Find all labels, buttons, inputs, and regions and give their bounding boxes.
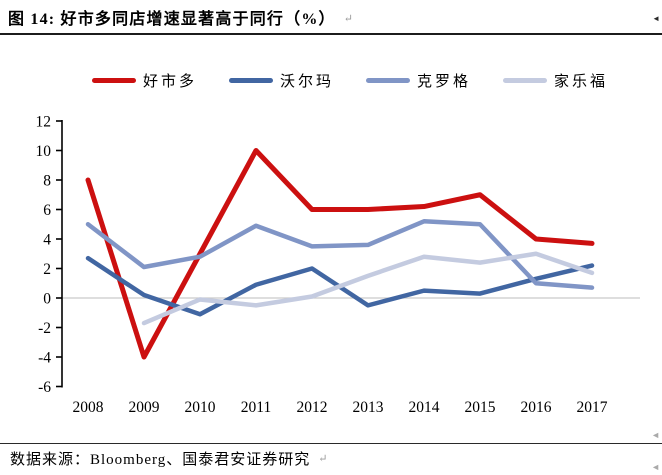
x-tick-label: 2010 bbox=[185, 399, 216, 416]
chart-legend: 好市多 沃尔玛 克罗格 家乐福 bbox=[92, 70, 608, 91]
x-tick-label: 2009 bbox=[129, 399, 160, 416]
y-tick-label: 8 bbox=[43, 173, 51, 190]
x-tick-label: 2014 bbox=[409, 399, 440, 416]
legend-label-carrefour: 家乐福 bbox=[554, 74, 609, 90]
y-tick-label: 4 bbox=[43, 232, 51, 249]
legend-swatch-carrefour bbox=[503, 78, 548, 83]
series-line-carrefour bbox=[141, 251, 595, 326]
y-tick-label: -6 bbox=[38, 379, 51, 396]
figure-header: 图 14: 好市多同店增速显著高于同行（%） ↵ bbox=[8, 5, 353, 29]
legend-swatch-costco bbox=[92, 78, 136, 83]
paragraph-mark-icon: ↵ bbox=[343, 13, 353, 25]
legend-swatch-walmart bbox=[229, 78, 274, 83]
legend-item-kroger: 克罗格 bbox=[366, 70, 471, 91]
format-mark-icon: ◄ bbox=[651, 462, 660, 472]
legend-label-costco: 好市多 bbox=[143, 74, 198, 90]
y-tick-label: -2 bbox=[38, 320, 51, 337]
x-tick-label: 2012 bbox=[297, 399, 328, 416]
legend-label-kroger: 克罗格 bbox=[417, 74, 472, 90]
y-tick-label: -4 bbox=[38, 350, 51, 367]
x-tick-label: 2013 bbox=[353, 399, 384, 416]
legend-swatch-kroger bbox=[366, 78, 411, 83]
anchor-mark-icon: ◄ bbox=[652, 14, 660, 23]
legend-label-walmart: 沃尔玛 bbox=[280, 74, 335, 90]
y-tick-label: 6 bbox=[43, 202, 51, 219]
top-divider bbox=[0, 33, 662, 35]
legend-item-costco: 好市多 bbox=[92, 70, 197, 91]
y-tick-label: 0 bbox=[43, 291, 51, 308]
format-mark-icon: ◄ bbox=[651, 430, 660, 440]
x-tick-label: 2008 bbox=[73, 399, 104, 416]
x-tick-label: 2011 bbox=[241, 399, 271, 416]
x-tick-label: 2017 bbox=[577, 399, 608, 416]
y-tick-label: 12 bbox=[36, 114, 52, 131]
x-tick-label: 2015 bbox=[465, 399, 496, 416]
x-tick-label: 2016 bbox=[521, 399, 552, 416]
source-note: 数据来源：Bloomberg、国泰君安证券研究 ↵ bbox=[10, 448, 328, 469]
source-text: 数据来源：Bloomberg、国泰君安证券研究 bbox=[10, 452, 311, 468]
legend-item-carrefour: 家乐福 bbox=[503, 70, 608, 91]
figure-title: 图 14: 好市多同店增速显著高于同行（%） bbox=[8, 11, 336, 28]
y-tick-label: 2 bbox=[43, 261, 51, 278]
chart-area: 12 10 8 6 4 2 0 -2 -4 -6 2008 2009 2010 2011 2012 2013 2… bbox=[0, 95, 662, 430]
line-chart: 12 10 8 6 4 2 0 -2 -4 -6 2008 2009 2010 2011 2012 2013 2… bbox=[36, 114, 640, 416]
y-tick-label: 10 bbox=[36, 143, 52, 160]
bottom-divider bbox=[0, 443, 662, 444]
paragraph-mark-icon: ↵ bbox=[318, 453, 329, 465]
series-line-costco bbox=[85, 148, 595, 360]
legend-item-walmart: 沃尔玛 bbox=[229, 70, 334, 91]
series-line-kroger bbox=[85, 219, 595, 290]
